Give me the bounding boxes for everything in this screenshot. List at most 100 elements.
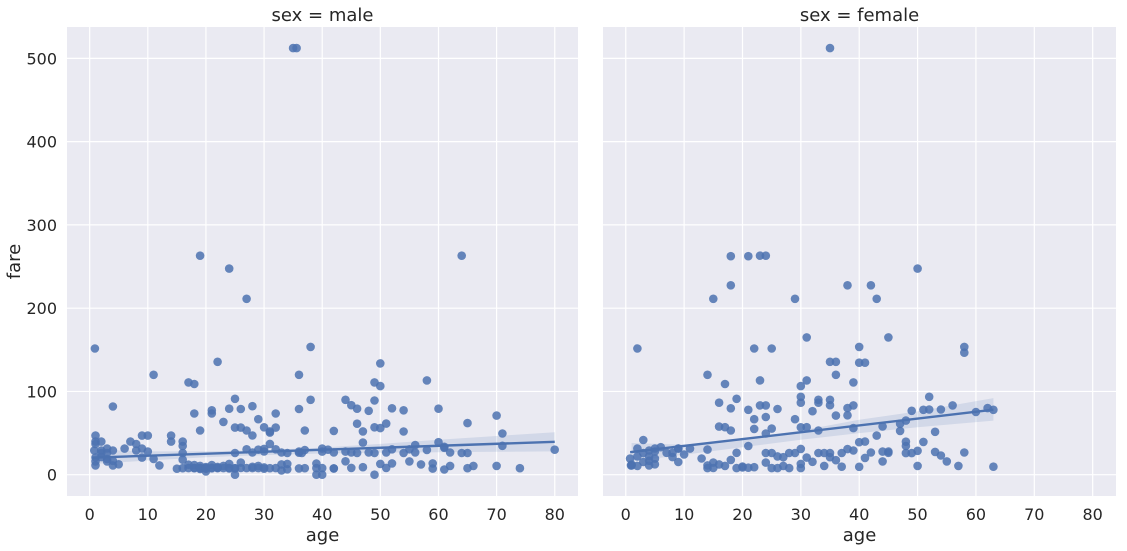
data-point bbox=[347, 463, 356, 473]
data-point bbox=[674, 457, 683, 467]
x-tick-label: 50 bbox=[370, 505, 390, 524]
y-tick-label: 300 bbox=[26, 216, 57, 235]
data-point bbox=[714, 398, 724, 408]
data-point bbox=[796, 392, 806, 402]
data-point bbox=[913, 446, 922, 456]
data-point bbox=[550, 445, 559, 455]
data-point bbox=[149, 454, 158, 464]
data-point bbox=[872, 431, 881, 440]
data-point bbox=[960, 348, 969, 358]
data-point bbox=[190, 409, 199, 418]
data-point bbox=[131, 439, 141, 449]
data-point bbox=[703, 445, 712, 454]
data-point bbox=[767, 424, 776, 433]
x-axis-label: age bbox=[843, 525, 877, 546]
data-point bbox=[732, 394, 741, 404]
data-point bbox=[989, 462, 998, 472]
data-point bbox=[463, 418, 472, 428]
data-point bbox=[884, 447, 893, 456]
data-point bbox=[849, 446, 858, 455]
data-point bbox=[860, 453, 870, 463]
data-point bbox=[808, 406, 817, 416]
data-point bbox=[854, 462, 864, 472]
data-point bbox=[358, 462, 368, 472]
data-point bbox=[790, 294, 800, 304]
data-point bbox=[515, 463, 525, 473]
x-tick-label: 20 bbox=[732, 505, 752, 524]
data-point bbox=[90, 344, 100, 353]
data-point bbox=[370, 448, 379, 458]
x-tick-label: 40 bbox=[849, 505, 869, 524]
panel-title: sex = male bbox=[272, 5, 374, 26]
data-point bbox=[434, 437, 443, 447]
data-point bbox=[292, 43, 301, 53]
x-tick-label: 0 bbox=[85, 505, 95, 524]
data-point bbox=[381, 463, 391, 473]
regression-line bbox=[92, 440, 555, 459]
data-point bbox=[207, 406, 217, 415]
y-tick-label: 200 bbox=[26, 299, 57, 318]
data-point bbox=[108, 402, 118, 411]
data-point bbox=[884, 333, 893, 342]
data-point bbox=[802, 376, 811, 385]
data-point bbox=[416, 460, 426, 469]
data-point bbox=[271, 409, 281, 418]
data-point bbox=[942, 457, 952, 466]
x-tick-label: 30 bbox=[254, 505, 274, 524]
data-point bbox=[457, 251, 467, 260]
data-point bbox=[469, 461, 478, 471]
data-point bbox=[796, 463, 806, 473]
data-point bbox=[744, 405, 753, 415]
data-point bbox=[749, 424, 759, 434]
data-point bbox=[341, 395, 350, 405]
y-tick-label: 0 bbox=[47, 466, 57, 485]
data-point bbox=[178, 448, 187, 458]
data-point bbox=[352, 448, 362, 458]
data-point bbox=[265, 428, 275, 437]
data-point bbox=[755, 376, 765, 385]
data-point bbox=[744, 441, 753, 451]
data-point bbox=[410, 440, 420, 450]
data-point bbox=[329, 464, 339, 473]
data-point bbox=[749, 462, 759, 472]
data-point bbox=[796, 398, 806, 408]
data-point bbox=[224, 404, 234, 414]
data-point bbox=[936, 405, 946, 414]
data-point bbox=[767, 344, 776, 353]
data-point bbox=[428, 464, 438, 473]
data-point bbox=[808, 457, 817, 467]
data-point bbox=[306, 395, 315, 405]
data-point bbox=[242, 294, 251, 304]
data-point bbox=[300, 426, 310, 435]
data-point bbox=[364, 406, 374, 416]
data-point bbox=[761, 412, 771, 422]
data-point bbox=[498, 429, 507, 438]
data-point bbox=[219, 417, 228, 427]
data-point bbox=[271, 423, 281, 432]
data-point bbox=[895, 426, 905, 436]
data-point bbox=[294, 404, 304, 414]
data-point bbox=[796, 381, 806, 391]
data-point bbox=[802, 333, 811, 342]
data-point bbox=[399, 427, 408, 436]
data-point bbox=[370, 396, 379, 405]
data-point bbox=[358, 438, 368, 447]
data-point bbox=[91, 431, 100, 440]
x-tick-label: 10 bbox=[138, 505, 158, 524]
data-point bbox=[399, 406, 408, 415]
y-tick-label: 400 bbox=[26, 133, 57, 152]
y-tick-label: 500 bbox=[26, 49, 57, 68]
data-point bbox=[726, 455, 736, 465]
data-point bbox=[405, 457, 414, 466]
data-point bbox=[155, 461, 164, 470]
data-point bbox=[352, 419, 362, 429]
data-point bbox=[843, 281, 852, 290]
data-point bbox=[265, 439, 275, 449]
data-point bbox=[837, 462, 846, 472]
data-point bbox=[190, 379, 199, 389]
x-tick-label: 40 bbox=[312, 505, 332, 524]
data-point bbox=[341, 457, 350, 466]
data-point bbox=[358, 427, 368, 436]
data-point bbox=[761, 458, 771, 467]
